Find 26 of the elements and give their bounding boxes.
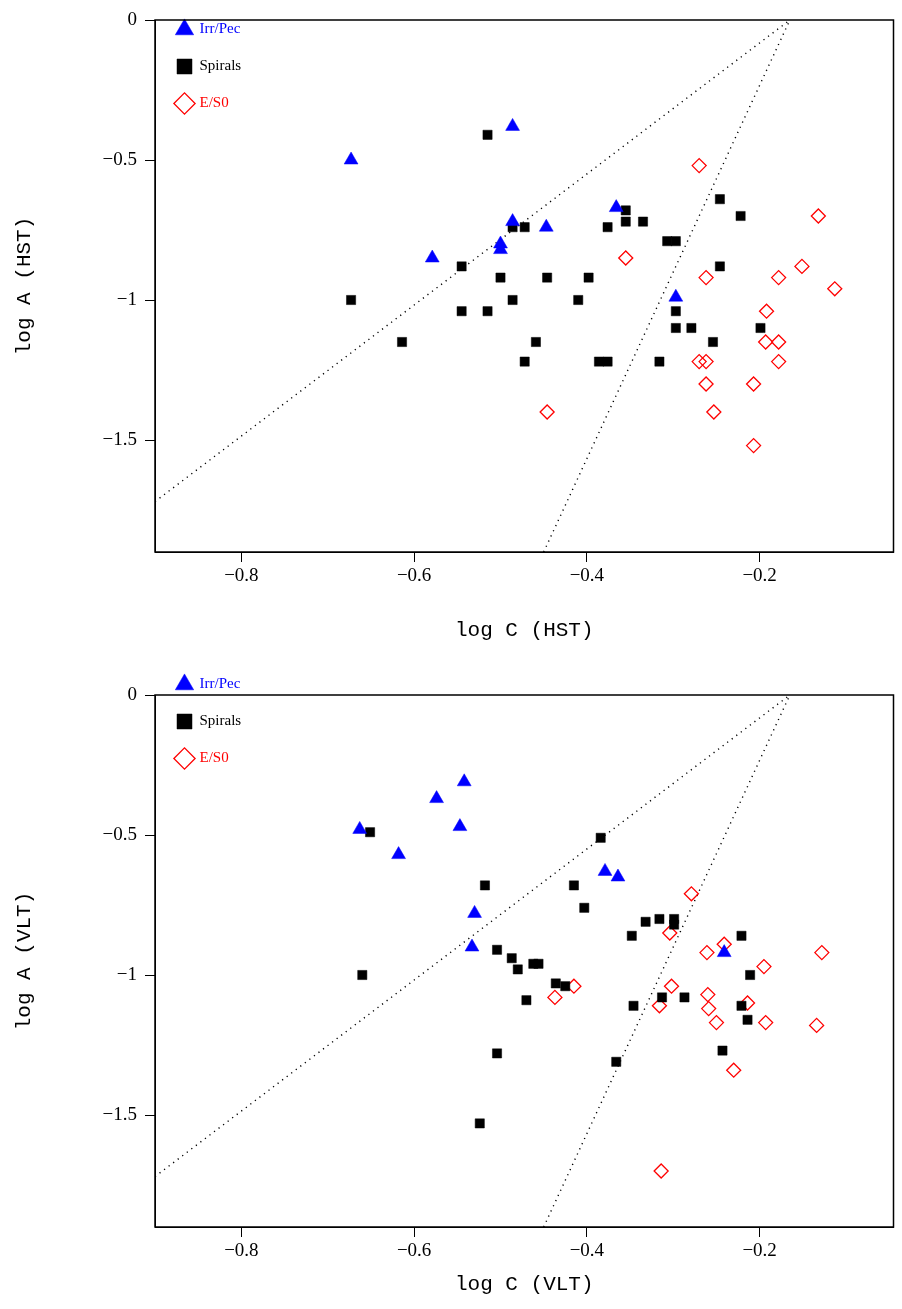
x-tick-label: −0.6	[396, 564, 432, 586]
legend-label: E/S0	[199, 94, 229, 111]
legend-label: Spirals	[199, 712, 242, 729]
y-axis-title: log A (VLT)	[13, 891, 37, 1031]
legend-label: Irr/Pec	[199, 20, 241, 37]
x-tick-label: −0.4	[569, 1239, 605, 1261]
y-tick-label: −1	[116, 287, 137, 309]
y-tick-label: −1	[116, 962, 137, 984]
legend-label: Spirals	[199, 57, 242, 74]
y-tick-label: −1.5	[102, 427, 137, 449]
x-tick-label: −0.2	[742, 564, 777, 586]
x-tick-label: −0.2	[742, 1239, 777, 1261]
y-tick-label: 0	[127, 7, 137, 29]
x-tick-label: −0.4	[569, 564, 605, 586]
y-tick-label: −1.5	[102, 1102, 137, 1124]
y-axis-title: log A (HST)	[13, 216, 37, 356]
x-tick-label: −0.8	[224, 564, 259, 586]
x-axis-title: log C (HST)	[454, 618, 594, 642]
legend-label: E/S0	[199, 749, 229, 766]
y-tick-label: 0	[127, 682, 137, 704]
y-tick-label: −0.5	[102, 147, 137, 169]
legend-label: Irr/Pec	[199, 675, 241, 692]
x-axis-title: log C (VLT)	[454, 1272, 594, 1296]
y-tick-label: −0.5	[102, 822, 137, 844]
x-tick-label: −0.8	[224, 1239, 259, 1261]
x-tick-label: −0.6	[396, 1239, 432, 1261]
